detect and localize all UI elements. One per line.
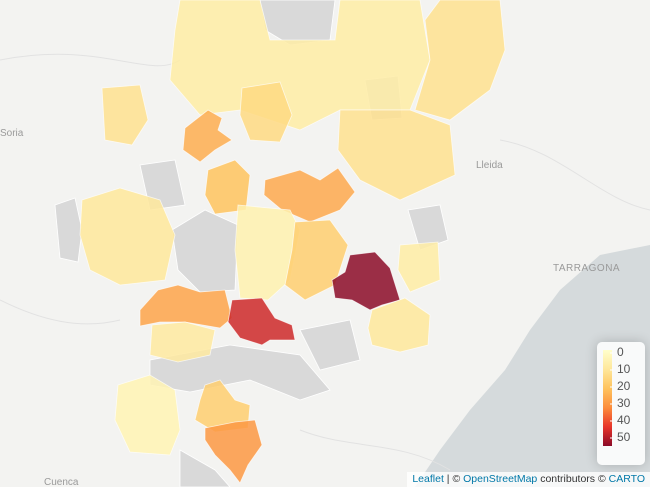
region [149,321,216,363]
regions [79,0,506,484]
sea [415,245,650,487]
road [0,53,650,471]
region [182,109,233,163]
region [397,241,441,293]
region [414,0,506,121]
leaflet-link[interactable]: Leaflet [412,473,444,485]
legend-label: 20 [617,379,631,393]
legend-scale: 0 10 20 30 40 50 [603,345,631,446]
region [337,109,456,201]
attribution: Leaflet | © OpenStreetMap contributors ©… [407,472,650,487]
no-data-region [407,204,449,251]
region [204,419,263,484]
carto-link[interactable]: CARTO [608,473,645,485]
legend-label: 40 [617,413,631,427]
copyright: © [452,473,461,485]
osm-link[interactable]: OpenStreetMap [463,473,538,485]
place-label: Cuenca [44,477,79,487]
region [227,297,296,346]
place-label: Soria [0,128,24,139]
region [367,297,431,353]
region [331,251,401,311]
place-label: TARRAGONA [553,263,620,274]
no-data-region [179,449,231,487]
legend: 0 10 20 30 40 50 [597,342,645,465]
no-data-region [259,0,336,46]
no-data-region [299,319,361,371]
no-data-region [54,197,83,263]
place-label: Lleida [476,160,503,171]
region [263,167,356,223]
region [79,187,176,286]
legend-label: 50 [617,430,631,444]
legend-label: 0 [617,345,624,359]
region [139,284,233,329]
region [234,204,301,301]
legend-label: 30 [617,396,631,410]
no-data-region [171,209,239,293]
separator: | [446,473,450,485]
legend-label: 10 [617,362,631,376]
region [101,84,149,146]
region [114,374,181,456]
no-data-regions [54,0,449,487]
region [239,81,293,143]
legend-bar [603,350,612,446]
contributors: contributors © [540,473,606,485]
